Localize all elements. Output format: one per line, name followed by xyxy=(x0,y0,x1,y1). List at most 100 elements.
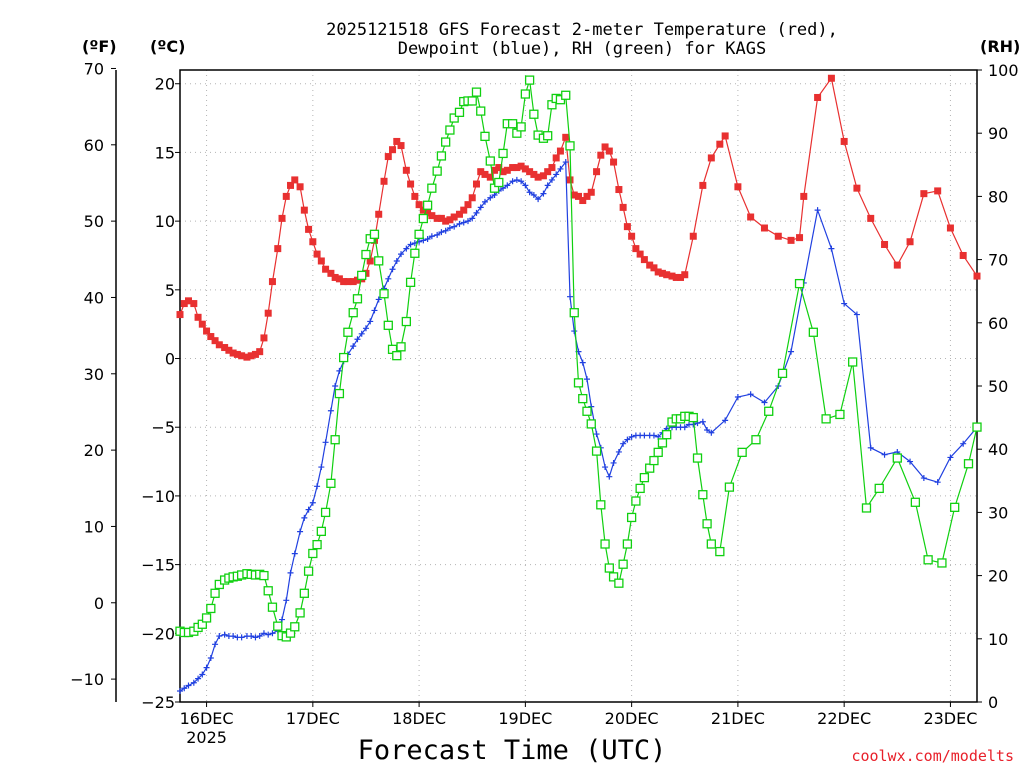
fahrenheit-tick-label: 30 xyxy=(84,365,104,384)
fahrenheit-tick-label: 60 xyxy=(84,136,104,155)
rh-point xyxy=(724,482,735,492)
temperature-point xyxy=(207,333,215,341)
temperature-point xyxy=(397,142,405,150)
dewpoint-point xyxy=(265,631,272,638)
chart-title-line-1: 2025121518 GFS Forecast 2-meter Temperat… xyxy=(326,20,838,40)
temperature-point xyxy=(282,192,290,200)
rh-point xyxy=(498,148,508,159)
dewpoint-point xyxy=(203,664,210,671)
fahrenheit-tick-label: −10 xyxy=(70,670,104,689)
dewpoint-point xyxy=(177,688,183,695)
rh-point xyxy=(449,113,459,123)
dewpoint-point xyxy=(544,182,551,189)
celsius-tick-label: −5 xyxy=(151,418,175,437)
temperature-point xyxy=(654,268,662,276)
temperature-point xyxy=(814,93,822,101)
rh-point xyxy=(662,430,672,440)
temperature-point xyxy=(593,168,601,176)
dewpoint-point xyxy=(518,178,525,185)
dewpoint-point xyxy=(934,479,941,486)
rh-point xyxy=(645,463,655,473)
temperature-point xyxy=(526,168,534,176)
time-tick-label: 23DEC xyxy=(923,709,977,728)
temperature-point xyxy=(251,350,259,358)
dewpoint-point xyxy=(358,330,365,337)
temperature-point xyxy=(278,214,286,222)
dewpoint-point xyxy=(269,630,276,637)
temperature-point xyxy=(260,334,268,342)
temperature-point xyxy=(632,245,640,253)
grid-lines xyxy=(180,70,977,702)
temperature-point xyxy=(787,236,795,244)
temperature-point xyxy=(640,256,648,264)
x-axis-title: Forecast Time (UTC) xyxy=(358,735,667,766)
temperature-point xyxy=(658,269,666,277)
temperature-point xyxy=(760,224,768,232)
rh-point xyxy=(529,109,539,119)
temperature-point xyxy=(517,162,525,170)
time-tick-label: 18DEC xyxy=(392,709,446,728)
rh-point xyxy=(369,229,380,239)
dewpoint-point xyxy=(615,448,622,455)
temperature-point xyxy=(548,164,556,172)
temperature-point xyxy=(615,186,623,194)
temperature-point xyxy=(636,250,644,258)
rh-point xyxy=(422,200,433,210)
temperature-point xyxy=(583,192,591,200)
rh-point xyxy=(764,406,774,416)
dewpoint-point xyxy=(327,407,334,414)
rh-point xyxy=(698,490,708,500)
rh-point xyxy=(312,539,322,550)
rh-point xyxy=(622,539,633,549)
temperature-point xyxy=(579,197,587,205)
rh-point xyxy=(401,316,411,327)
temperature-point xyxy=(225,346,233,354)
dewpoint-point xyxy=(385,275,392,282)
dewpoint-point xyxy=(579,359,586,366)
dewpoint-point xyxy=(747,391,754,398)
temperature-point xyxy=(881,240,889,248)
temperature-point xyxy=(366,257,374,265)
dewpoint-point xyxy=(428,233,435,240)
dewpoint-point xyxy=(332,383,339,389)
rh-point xyxy=(631,496,641,506)
rh-point xyxy=(476,106,486,116)
rh-point xyxy=(494,177,504,188)
rh-point xyxy=(374,256,384,266)
rh-point xyxy=(379,289,389,299)
fahrenheit-axis: 70 60 50 40 30 20 10 0 −10 xyxy=(70,59,116,689)
dewpoint-point xyxy=(464,218,471,225)
temperature-point xyxy=(327,269,335,277)
temperature-point xyxy=(486,173,494,181)
temperature-point xyxy=(477,168,485,176)
rh-point xyxy=(308,548,318,559)
dewpoint-point xyxy=(620,440,627,447)
dewpoint-point xyxy=(708,429,715,436)
temperature-point xyxy=(867,214,875,222)
rh-series xyxy=(175,75,982,642)
temperature-point xyxy=(340,278,348,286)
rh-point xyxy=(445,125,455,135)
temperature-point xyxy=(906,238,914,246)
time-tick-label: 17DEC xyxy=(286,709,340,728)
dewpoint-point xyxy=(960,440,967,447)
temperature-point xyxy=(650,264,658,272)
time-tick-label: 21DEC xyxy=(711,709,765,728)
dewpoint-point xyxy=(216,633,223,640)
credit-link[interactable]: coolwx.com/modelts xyxy=(851,747,1014,765)
temperature-point xyxy=(534,173,542,181)
dewpoint-point xyxy=(438,229,445,236)
celsius-tick-label: −20 xyxy=(141,624,175,643)
celsius-tick-label: −25 xyxy=(141,693,175,712)
rh-point xyxy=(596,500,606,510)
dewpoint-point xyxy=(398,251,405,258)
temperature-point xyxy=(442,217,450,225)
dewpoint-point xyxy=(650,432,657,439)
temperature-point xyxy=(570,191,578,199)
rh-point xyxy=(396,342,406,352)
temperature-point xyxy=(335,275,343,283)
rh-point xyxy=(201,613,212,623)
dewpoint-point xyxy=(828,245,835,252)
temperature-point xyxy=(530,170,538,178)
